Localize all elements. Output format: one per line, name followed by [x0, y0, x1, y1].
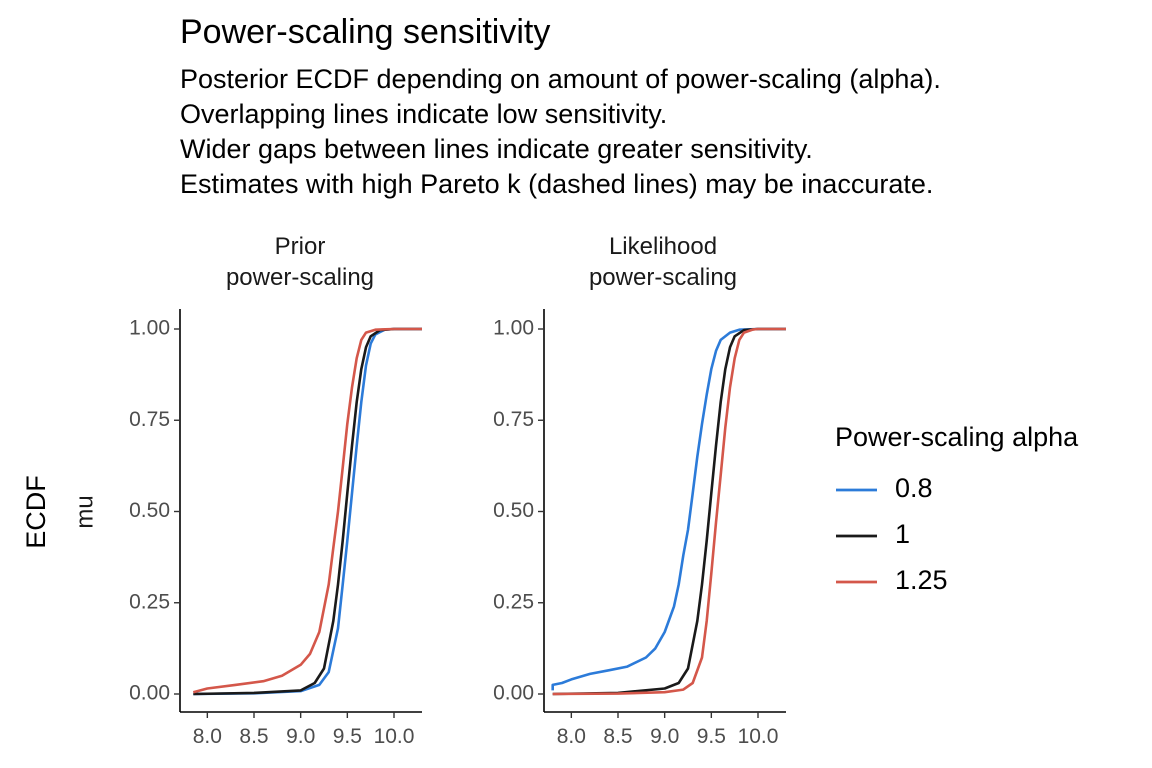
panels: Prior power-scaling 0.00 0.25 0.50 0.75 1.00 8.…	[129, 233, 786, 748]
panel-2-x-tick-label: 8.0	[557, 725, 586, 748]
panel-2-y-tick-label: 0.75	[493, 408, 534, 431]
panel-2-x-tick-label: 9.5	[697, 725, 726, 748]
panel-1-label-line-2: power-scaling	[226, 264, 374, 291]
panel-1: Prior power-scaling 0.00 0.25 0.50 0.75 1.00 8.…	[129, 233, 422, 748]
subtitle-line-3: Wider gaps between lines indicate greate…	[180, 134, 813, 164]
panel-1-y-tick-label: 0.00	[129, 682, 170, 705]
panel-1-y-tick-label: 0.75	[129, 408, 170, 431]
panel-2-y-tick-label: 0.50	[493, 499, 534, 522]
panel-1-y-tick-label: 0.50	[129, 499, 170, 522]
panel-1-x-tick-label: 9.5	[333, 725, 362, 748]
legend-label-2: 1	[895, 519, 910, 549]
panel-1-x-tick-label: 10.0	[374, 725, 415, 748]
legend-label-3: 1.25	[895, 565, 948, 595]
panel-2-y-tick-label: 0.00	[493, 682, 534, 705]
panel-1-x-tick-label: 8.0	[193, 725, 222, 748]
panel-1-series-alpha-1_25	[192, 327, 422, 694]
subtitle-line-2: Overlapping lines indicate low sensitivi…	[180, 99, 668, 129]
panel-2-series-alpha-0_8	[551, 327, 786, 691]
legend-title: Power-scaling alpha	[835, 422, 1079, 452]
panel-2-x-tick-label: 10.0	[738, 725, 779, 748]
panel-2-y-tick-label: 1.00	[493, 317, 534, 340]
subtitle: Posterior ECDF depending on amount of po…	[180, 62, 941, 202]
panel-2-label-line-2: power-scaling	[589, 264, 737, 291]
subtitle-line-4: Estimates with high Pareto k (dashed lin…	[180, 169, 934, 199]
panel-2: Likelihood power-scaling 0.00 0.25 0.50 0.75 1…	[493, 233, 786, 748]
panel-1-x-tick-label: 9.0	[286, 725, 315, 748]
subtitle-line-1: Posterior ECDF depending on amount of po…	[180, 64, 941, 94]
legend-label-1: 0.8	[895, 473, 933, 503]
row-label: mu	[71, 495, 98, 528]
legend: Power-scaling alpha 0.8 1 1.25	[835, 422, 1079, 595]
y-axis-title: ECDF	[21, 475, 51, 549]
panel-2-x-tick-label: 9.0	[650, 725, 679, 748]
panel-2-series-alpha-1	[552, 327, 786, 696]
panel-2-y-tick-label: 0.25	[493, 590, 534, 613]
panel-1-y-tick-label: 0.25	[129, 590, 170, 613]
panel-2-series-alpha-1_25	[552, 327, 786, 696]
panel-1-series-alpha-1	[193, 327, 422, 696]
page-title: Power-scaling sensitivity	[180, 13, 551, 51]
panel-2-x-tick-label: 8.5	[603, 725, 632, 748]
panel-1-x-tick-label: 8.5	[239, 725, 268, 748]
legend-entries: 0.8 1 1.25	[836, 473, 948, 595]
panel-1-series-alpha-0_8	[193, 327, 422, 696]
panel-1-label-line-1: Prior	[275, 233, 326, 260]
panel-1-y-tick-label: 1.00	[129, 317, 170, 340]
panel-2-label-line-1: Likelihood	[609, 233, 717, 260]
